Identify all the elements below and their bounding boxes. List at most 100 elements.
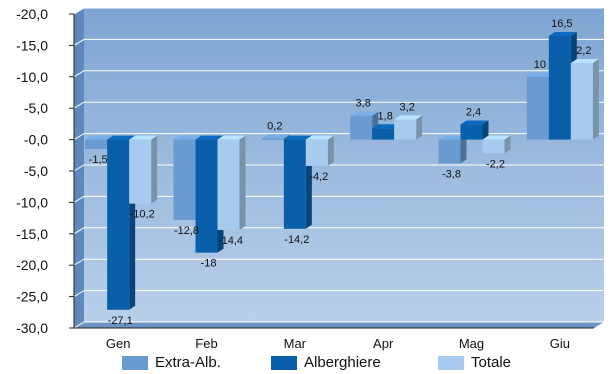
plot-floor (74, 322, 604, 328)
data-label-extra-alb: -1,5 (89, 154, 108, 166)
data-label-alberghiere: -14,2 (284, 234, 309, 246)
bar-front (372, 128, 395, 140)
bar-front (460, 124, 483, 140)
bar-side (482, 120, 489, 140)
bar-side (416, 115, 423, 140)
bar-top (372, 124, 401, 129)
y-tick-label: -25,0 (16, 289, 48, 305)
y-tick-label: -15,0 (16, 37, 48, 53)
legend-item-extra-alb: Extra-Alb. (122, 354, 221, 372)
data-label-totale: -2,2 (486, 158, 505, 170)
bar-top (129, 135, 158, 140)
bar-side (239, 135, 246, 231)
data-label-totale: 3,2 (400, 102, 415, 114)
bar-side (327, 135, 334, 166)
bar-top (394, 115, 423, 120)
legend-label-totale: Totale (471, 354, 512, 371)
y-tick-label: -10,0 (16, 69, 48, 85)
bar-front (548, 35, 571, 140)
bar-top (526, 72, 555, 77)
bar-front (195, 139, 218, 253)
bar-front (129, 139, 152, 204)
bar-front (570, 62, 593, 140)
legend-item-alberghiere: Alberghiere (271, 354, 381, 372)
data-label-extra-alb: -3,8 (442, 168, 461, 180)
bar-front (394, 119, 417, 140)
x-tick-label: Giu (550, 336, 570, 351)
data-label-totale: -10,2 (130, 209, 155, 221)
y-tick-label: -15,0 (16, 226, 48, 242)
y-tick-label: -30,0 (16, 320, 48, 336)
x-tick-label: Mag (459, 336, 484, 351)
data-label-alberghiere: -27,1 (108, 315, 133, 327)
gridline (73, 38, 604, 46)
bar-front (526, 76, 549, 140)
data-label-alberghiere: 1,8 (378, 110, 393, 122)
bar-front (482, 139, 505, 154)
data-label-totale: -4,2 (309, 171, 328, 183)
data-label-extra-alb: 0,2 (267, 120, 282, 132)
bar-totale (394, 115, 423, 140)
data-label-totale: 2,2 (576, 45, 591, 57)
y-tick-label: -0,0 (24, 132, 48, 148)
bar-totale (482, 135, 511, 154)
legend-label-extra-alb: Extra-Alb. (155, 354, 221, 371)
data-label-extra-alb: 10 (534, 59, 546, 71)
bar-side (592, 58, 599, 140)
bar-top (460, 120, 489, 125)
bar-extra-alb (261, 134, 290, 140)
bar-top (195, 135, 224, 140)
data-label-alberghiere: 16,5 (551, 18, 572, 30)
y-tick-label: -20,0 (16, 257, 48, 273)
gridline (73, 258, 604, 266)
gridline (73, 290, 604, 298)
bar-front (305, 139, 328, 166)
bar-top (548, 31, 577, 36)
bar-front (85, 139, 108, 150)
y-tick-label: -20,0 (16, 6, 48, 22)
bar-top (305, 135, 334, 140)
legend-swatch-totale (438, 356, 464, 370)
gridline (73, 227, 604, 235)
bar-side (151, 135, 158, 204)
gridline (73, 195, 604, 203)
legend-swatch-extra-alb (122, 356, 148, 370)
bar-top (283, 135, 312, 140)
gridline (73, 133, 604, 141)
bar-front (438, 139, 461, 164)
bar-top (350, 111, 379, 116)
bar-top (482, 135, 511, 140)
data-label-alberghiere: 2,4 (466, 107, 481, 119)
bar-top (217, 135, 246, 140)
legend-swatch-alberghiere (271, 356, 297, 370)
y-tick-label: -10,0 (16, 194, 48, 210)
bar-top (173, 135, 202, 140)
bar-top (107, 135, 136, 140)
legend-item-totale: Totale (438, 354, 511, 372)
bar-front (173, 139, 196, 220)
bar-side (283, 134, 290, 140)
gridline (73, 101, 604, 109)
legend-label-alberghiere: Alberghiere (304, 354, 381, 371)
gridline (73, 7, 604, 15)
y-tick-label: -5,0 (24, 163, 48, 179)
x-tick-label: Gen (106, 336, 131, 351)
bar-top (438, 135, 467, 140)
bar-totale (217, 135, 246, 231)
gridline (73, 321, 604, 329)
data-label-extra-alb: 3,8 (356, 98, 371, 110)
bar-top (85, 135, 114, 140)
legend: Extra-Alb. Alberghiere Totale (0, 352, 611, 374)
gridline (73, 164, 604, 172)
data-label-extra-alb: -12,8 (174, 225, 199, 237)
x-tick-label: Feb (195, 336, 217, 351)
x-tick-label: Apr (373, 336, 394, 351)
x-tick-label: Mar (284, 336, 307, 351)
bar-front (283, 139, 306, 229)
bar-front (261, 138, 284, 140)
bar-front (107, 139, 130, 310)
bar-top (261, 134, 290, 139)
bar-totale (305, 135, 334, 166)
bar-side (460, 135, 467, 164)
